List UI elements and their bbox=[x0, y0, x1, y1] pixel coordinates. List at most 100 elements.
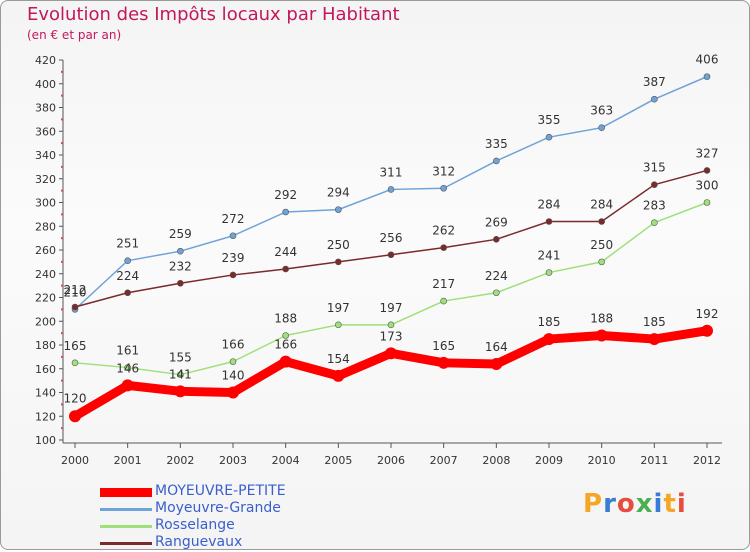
y-tick-label: 100 bbox=[35, 434, 56, 447]
data-label: 232 bbox=[169, 259, 192, 273]
data-label: 387 bbox=[643, 75, 666, 89]
y-tick-label: 420 bbox=[35, 54, 56, 67]
y-minor-tick bbox=[61, 165, 63, 168]
data-label: 262 bbox=[432, 224, 455, 238]
x-tick-label: 2008 bbox=[482, 454, 510, 467]
data-point bbox=[440, 297, 447, 305]
data-label: 406 bbox=[696, 53, 719, 67]
data-label: 188 bbox=[590, 312, 613, 326]
data-point bbox=[703, 73, 711, 80]
legend-label: Rosselange bbox=[155, 517, 235, 533]
data-label: 146 bbox=[116, 361, 139, 375]
data-point bbox=[177, 279, 184, 287]
data-label: 217 bbox=[432, 277, 455, 291]
data-point bbox=[124, 364, 131, 371]
legend-swatch bbox=[100, 525, 152, 528]
x-tick-label: 2003 bbox=[219, 454, 247, 467]
y-minor-tick bbox=[61, 332, 63, 335]
data-label: 154 bbox=[327, 352, 350, 366]
data-label: 164 bbox=[485, 340, 508, 354]
y-tick-label: 220 bbox=[35, 292, 56, 305]
legend-swatch bbox=[100, 542, 152, 545]
data-label: 197 bbox=[380, 301, 403, 315]
y-tick-label: 280 bbox=[35, 220, 56, 233]
data-label: 327 bbox=[696, 146, 719, 160]
data-point bbox=[387, 251, 395, 259]
data-label: 315 bbox=[643, 161, 666, 175]
data-label: 224 bbox=[485, 269, 508, 283]
y-minor-tick bbox=[61, 213, 63, 216]
chart-subtitle: (en € et par an) bbox=[27, 28, 122, 42]
y-tick-label: 160 bbox=[35, 363, 56, 376]
data-label: 256 bbox=[380, 231, 403, 245]
data-label: 210 bbox=[64, 285, 87, 299]
data-label: 155 bbox=[169, 351, 192, 365]
y-minor-tick bbox=[61, 379, 63, 382]
data-label: 259 bbox=[169, 227, 192, 241]
data-label: 292 bbox=[274, 188, 297, 202]
data-point bbox=[493, 289, 500, 297]
data-label: 250 bbox=[327, 238, 350, 252]
data-label: 239 bbox=[222, 251, 245, 265]
y-tick-label: 340 bbox=[35, 149, 56, 162]
data-point bbox=[124, 257, 131, 264]
y-tick-label: 120 bbox=[35, 410, 56, 423]
legend-label: MOYEUVRE-PETITE bbox=[155, 483, 286, 499]
data-point bbox=[282, 332, 289, 339]
data-point bbox=[545, 133, 553, 141]
x-tick-label: 2005 bbox=[324, 454, 352, 467]
data-label: 244 bbox=[274, 245, 297, 259]
data-point bbox=[335, 321, 342, 329]
data-label: 173 bbox=[380, 329, 403, 343]
data-point bbox=[701, 324, 713, 337]
x-tick-label: 2010 bbox=[588, 454, 616, 467]
data-point bbox=[387, 186, 395, 193]
data-point bbox=[229, 271, 237, 279]
data-point bbox=[71, 359, 79, 367]
x-tick-label: 2007 bbox=[430, 454, 458, 467]
data-point bbox=[648, 333, 661, 346]
x-tick-label: 2011 bbox=[640, 454, 668, 467]
data-label: 355 bbox=[538, 113, 561, 127]
data-point bbox=[229, 358, 237, 365]
data-label: 192 bbox=[696, 307, 719, 321]
data-label: 272 bbox=[222, 212, 245, 226]
data-point bbox=[279, 355, 292, 368]
data-label: 140 bbox=[222, 369, 245, 383]
y-minor-tick bbox=[61, 118, 63, 121]
data-point bbox=[543, 333, 555, 346]
data-label: 311 bbox=[380, 165, 403, 179]
data-point bbox=[69, 410, 81, 423]
data-point bbox=[332, 369, 345, 382]
data-label: 250 bbox=[590, 238, 613, 252]
y-minor-tick bbox=[61, 94, 63, 97]
data-point bbox=[651, 219, 658, 226]
data-label: 312 bbox=[432, 164, 455, 178]
data-point bbox=[124, 289, 131, 297]
data-label: 188 bbox=[274, 312, 297, 326]
y-minor-tick bbox=[61, 70, 63, 73]
proxiti-logo: Proxiti bbox=[583, 489, 687, 519]
data-point bbox=[121, 379, 134, 392]
data-label: 165 bbox=[64, 339, 87, 353]
legend-swatch bbox=[100, 508, 152, 511]
y-tick-label: 360 bbox=[35, 125, 56, 138]
y-minor-tick bbox=[61, 284, 63, 287]
y-tick-label: 200 bbox=[35, 315, 56, 328]
chart-title: Evolution des Impôts locaux par Habitant bbox=[27, 4, 400, 25]
data-label: 284 bbox=[590, 198, 613, 212]
data-label: 241 bbox=[538, 249, 561, 263]
data-label: 120 bbox=[64, 391, 87, 405]
data-point bbox=[651, 95, 658, 103]
data-point bbox=[598, 218, 605, 225]
data-point bbox=[598, 124, 605, 131]
data-label: 185 bbox=[643, 315, 666, 329]
y-minor-tick bbox=[61, 427, 63, 430]
data-point bbox=[490, 358, 503, 370]
data-label: 165 bbox=[432, 339, 455, 353]
data-point bbox=[177, 371, 184, 378]
legend-swatch bbox=[100, 488, 152, 497]
x-tick-label: 2004 bbox=[272, 454, 300, 467]
